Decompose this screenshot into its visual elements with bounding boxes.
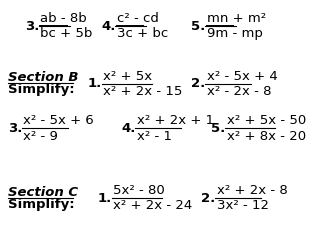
Text: 4.: 4. <box>121 122 136 135</box>
Text: Section C: Section C <box>8 185 78 199</box>
Text: ab - 8b: ab - 8b <box>40 12 87 25</box>
Text: 9m - mp: 9m - mp <box>207 27 262 40</box>
Text: 3.: 3. <box>8 122 23 135</box>
Text: 1.: 1. <box>98 192 112 205</box>
Text: Section B: Section B <box>8 71 79 84</box>
Text: 3x² - 12: 3x² - 12 <box>217 199 269 212</box>
Text: Simplify:: Simplify: <box>8 83 75 96</box>
Text: x² + 2x - 15: x² + 2x - 15 <box>103 85 183 98</box>
Text: x² - 5x + 6: x² - 5x + 6 <box>24 114 94 128</box>
Text: 5x² - 80: 5x² - 80 <box>113 184 165 197</box>
Text: x² + 2x - 24: x² + 2x - 24 <box>113 199 193 212</box>
Text: x² + 5x - 50: x² + 5x - 50 <box>227 114 306 128</box>
Text: Simplify:: Simplify: <box>8 198 75 211</box>
Text: x² + 2x - 8: x² + 2x - 8 <box>217 184 287 197</box>
Text: 4.: 4. <box>101 20 116 33</box>
Text: 2.: 2. <box>201 192 216 205</box>
Text: x² + 8x - 20: x² + 8x - 20 <box>227 130 306 143</box>
Text: x² - 9: x² - 9 <box>24 130 58 143</box>
Text: c² - cd: c² - cd <box>117 12 159 25</box>
Text: x² - 2x - 8: x² - 2x - 8 <box>207 85 271 98</box>
Text: 2.: 2. <box>191 77 206 90</box>
Text: 5.: 5. <box>211 122 225 135</box>
Text: x² + 2x + 1: x² + 2x + 1 <box>137 114 214 128</box>
Text: 1.: 1. <box>88 77 102 90</box>
Text: 3.: 3. <box>25 20 39 33</box>
Text: bc + 5b: bc + 5b <box>40 27 92 40</box>
Text: 3c + bc: 3c + bc <box>117 27 168 40</box>
Text: x² - 5x + 4: x² - 5x + 4 <box>207 70 278 83</box>
Text: x² - 1: x² - 1 <box>137 130 172 143</box>
Text: mn + m²: mn + m² <box>207 12 266 25</box>
Text: 5.: 5. <box>191 20 206 33</box>
Text: x² + 5x: x² + 5x <box>103 70 153 83</box>
